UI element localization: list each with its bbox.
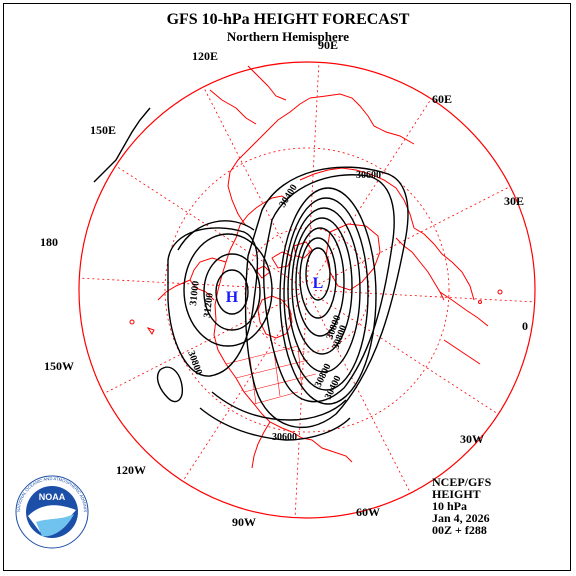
contour-high-30800 bbox=[167, 227, 259, 377]
contour-label: 31000 bbox=[188, 280, 202, 306]
contour-low-1 bbox=[305, 247, 331, 301]
low-center-marker: L bbox=[313, 275, 324, 292]
info-level: 10 hPa bbox=[432, 499, 467, 513]
contour-arc-top bbox=[177, 220, 255, 251]
meridian-line bbox=[115, 165, 301, 286]
meridian-line bbox=[79, 277, 300, 290]
meridian-line bbox=[103, 293, 301, 394]
longitude-label: 60W bbox=[356, 505, 380, 519]
longitude-label: 120W bbox=[116, 463, 146, 477]
meridian-line bbox=[311, 98, 432, 284]
hemisphere-boundary bbox=[78, 61, 536, 519]
info-date: Jan 4, 2026 bbox=[432, 511, 490, 525]
map-title: GFS 10-hPa HEIGHT FORECAST bbox=[167, 11, 410, 28]
contour-high-31200 bbox=[203, 253, 261, 331]
noaa-logo: NOAA NATIONAL OCEANIC AND ATMOSPHERIC AD… bbox=[0, 0, 89, 549]
contour-low-2 bbox=[299, 237, 337, 319]
contour-low-6 bbox=[283, 197, 369, 391]
high-center-marker: H bbox=[226, 289, 239, 306]
longitude-label: 30W bbox=[460, 432, 484, 446]
contour-low-7 bbox=[279, 187, 377, 405]
contour-label: 30800 bbox=[185, 349, 204, 376]
meridian-line bbox=[294, 297, 307, 518]
coastlines bbox=[129, 65, 503, 469]
contour-label: 30600 bbox=[272, 432, 297, 443]
meridian-line bbox=[310, 296, 411, 494]
longitude-label: 120E bbox=[192, 49, 218, 63]
info-run: 00Z + f288 bbox=[432, 523, 487, 537]
longitude-label: 0 bbox=[522, 319, 528, 333]
contour-small-closed bbox=[156, 366, 183, 403]
meridian-line bbox=[203, 86, 304, 284]
meridian-line bbox=[313, 186, 511, 287]
contour-outer-30600 bbox=[199, 407, 351, 441]
longitude-label: 60E bbox=[432, 92, 452, 106]
meridian-line bbox=[313, 294, 499, 415]
info-source: NCEP/GFS bbox=[432, 475, 492, 489]
contour-low-3 bbox=[295, 227, 345, 337]
longitude-label: 150E bbox=[90, 123, 116, 137]
contour-high-31000 bbox=[183, 233, 273, 347]
contour-low-30600 bbox=[244, 166, 409, 429]
longitude-label: 180 bbox=[40, 235, 58, 249]
latitude-circle-30n bbox=[164, 147, 450, 433]
info-field: HEIGHT bbox=[432, 487, 481, 501]
info-block: NCEP/GFS HEIGHT 10 hPa Jan 4, 2026 00Z +… bbox=[432, 475, 492, 537]
contour-label: 30600 bbox=[356, 170, 381, 181]
map-subtitle: Northern Hemisphere bbox=[227, 29, 349, 44]
noaa-logo-ring-text: NATIONAL OCEANIC AND ATMOSPHERIC ADMINIS… bbox=[0, 0, 88, 512]
meridian-line bbox=[307, 62, 320, 283]
longitude-label: 30E bbox=[504, 194, 524, 208]
longitude-label: 150W bbox=[44, 359, 74, 373]
longitude-labels: 90E 60E 30E 0 30W 60W 90W 120W 150W 180 … bbox=[40, 38, 528, 529]
contour-low-4 bbox=[291, 217, 353, 355]
height-contours bbox=[156, 166, 409, 441]
svg-text:NATIONAL OCEANIC AND ATMOSPHER: NATIONAL OCEANIC AND ATMOSPHERIC ADMINIS… bbox=[0, 0, 88, 512]
longitude-label: 90E bbox=[318, 38, 338, 52]
contour-high-inner bbox=[215, 269, 249, 315]
contour-low-5 bbox=[287, 207, 361, 373]
contour-outer-30800 bbox=[211, 391, 347, 421]
contour-label: 31200 bbox=[202, 292, 216, 318]
longitude-label: 90W bbox=[232, 515, 256, 529]
map-frame bbox=[3, 3, 571, 571]
contour-low-30400 bbox=[263, 174, 395, 403]
contour-labels: 30600 30400 31000 31200 30800 30600 3080… bbox=[185, 170, 381, 443]
noaa-logo-text: NOAA bbox=[39, 492, 66, 502]
contour-fragments bbox=[93, 107, 151, 183]
meridian-lines bbox=[79, 62, 535, 518]
